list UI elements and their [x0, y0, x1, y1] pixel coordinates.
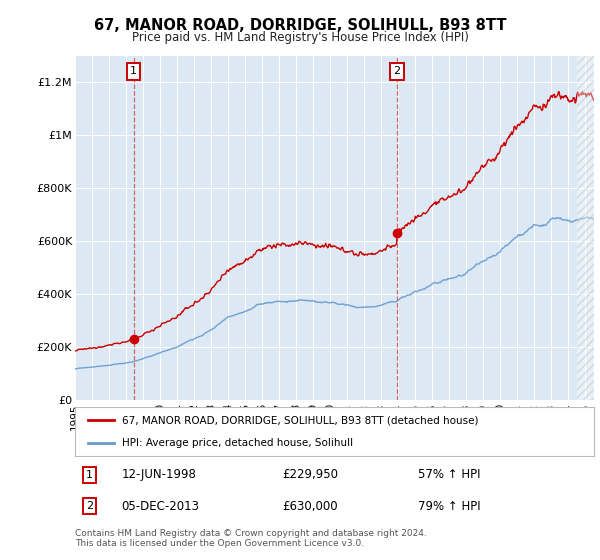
Text: 67, MANOR ROAD, DORRIDGE, SOLIHULL, B93 8TT (detached house): 67, MANOR ROAD, DORRIDGE, SOLIHULL, B93 … [122, 416, 478, 426]
Text: 1: 1 [130, 67, 137, 77]
Text: Contains HM Land Registry data © Crown copyright and database right 2024.
This d: Contains HM Land Registry data © Crown c… [75, 529, 427, 548]
Text: 57% ↑ HPI: 57% ↑ HPI [418, 468, 480, 481]
Text: 05-DEC-2013: 05-DEC-2013 [122, 500, 200, 512]
Text: 12-JUN-1998: 12-JUN-1998 [122, 468, 197, 481]
Bar [577, 56, 594, 400]
Text: 2: 2 [394, 67, 401, 77]
Text: £229,950: £229,950 [283, 468, 338, 481]
Text: £630,000: £630,000 [283, 500, 338, 512]
Bar [577, 56, 594, 400]
Text: HPI: Average price, detached house, Solihull: HPI: Average price, detached house, Soli… [122, 438, 353, 448]
Text: 2: 2 [86, 501, 93, 511]
Text: 79% ↑ HPI: 79% ↑ HPI [418, 500, 480, 512]
Text: 1: 1 [86, 470, 93, 480]
Text: Price paid vs. HM Land Registry's House Price Index (HPI): Price paid vs. HM Land Registry's House … [131, 31, 469, 44]
Text: 67, MANOR ROAD, DORRIDGE, SOLIHULL, B93 8TT: 67, MANOR ROAD, DORRIDGE, SOLIHULL, B93 … [94, 18, 506, 32]
